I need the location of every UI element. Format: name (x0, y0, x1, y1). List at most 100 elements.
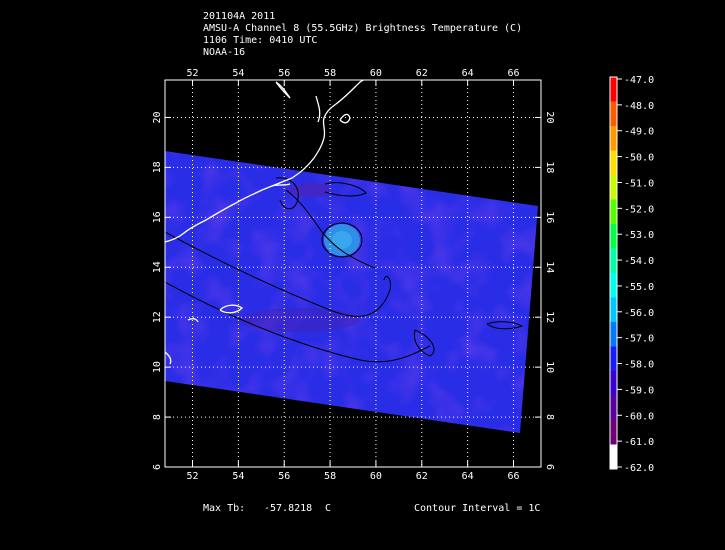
colorbar-label: -58.0 (624, 360, 654, 371)
colorbar-swatch (610, 444, 617, 470)
colorbar-label: -61.0 (624, 437, 654, 448)
axis-ticks (165, 80, 541, 468)
lon-tick-label: 52 (186, 68, 198, 79)
colorbar-swatch (610, 420, 617, 445)
longitude-labels-top: 52 54 56 58 60 62 64 66 (186, 68, 519, 79)
contour-line (165, 281, 431, 363)
map-plot: 52 54 56 58 60 62 64 66 52 54 56 58 60 62 64 66 681012… (152, 68, 555, 482)
title-line-2: AMSU-A Channel 8 (55.5GHz) Brightness Te… (203, 23, 523, 34)
colorbar-label: -55.0 (624, 282, 654, 293)
contour-lines (165, 177, 524, 363)
colorbar-swatch (610, 126, 617, 151)
colorbar-labels: -47.0 -48.0 -49.0 -50.0 -51.0 -52.0 -53.0 -54.0… (617, 75, 654, 474)
lat-tick-label: 20 (544, 111, 555, 123)
colorbar-swatch (610, 322, 617, 347)
map-frame (164, 79, 542, 468)
lon-tick-label: 60 (370, 68, 382, 79)
colorbar-label: -60.0 (624, 411, 654, 422)
colorbar-label: -51.0 (624, 178, 654, 189)
warm-spot-core (332, 231, 352, 249)
lat-tick-label: 14 (544, 261, 555, 273)
contour-line (165, 231, 391, 317)
lon-tick-label: 56 (278, 471, 290, 482)
latitude-labels-right: 6 8 10 12 14 16 18 20 (544, 111, 555, 470)
colorbar-label: -62.0 (624, 463, 654, 474)
colorbar-swatches (610, 77, 617, 470)
contour-line (486, 321, 524, 330)
coastline-gulf (315, 95, 321, 123)
lon-tick-label: 62 (416, 471, 428, 482)
colorbar-label: -54.0 (624, 256, 654, 267)
colorbar-label: -56.0 (624, 308, 654, 319)
latitude-labels-left: 6 8 10 12 14 16 18 20 (152, 111, 163, 470)
swath-texture (165, 151, 538, 433)
title-line-4: NOAA-16 (203, 47, 246, 58)
colorbar-swatch (610, 297, 617, 323)
colorbar-label: -50.0 (624, 153, 654, 164)
coastline-segment (271, 183, 291, 187)
lon-tick-label: 54 (232, 68, 244, 79)
colorbar-swatch (610, 346, 617, 372)
grid-lines (165, 80, 541, 467)
lat-tick-label: 8 (152, 414, 163, 420)
title-line-1: 201104A 2011 (203, 11, 276, 22)
lon-tick-label: 52 (186, 471, 198, 482)
lat-tick-label: 10 (152, 361, 163, 373)
lon-tick-label: 54 (232, 471, 244, 482)
colorbar-label: -59.0 (624, 385, 654, 396)
coastline (165, 80, 365, 365)
lat-tick-label: 12 (544, 311, 555, 323)
cool-band (240, 308, 360, 332)
contour-line (321, 222, 363, 258)
lon-tick-label: 56 (278, 68, 290, 79)
colorbar-label: -48.0 (624, 101, 654, 112)
lat-tick-label: 14 (152, 261, 163, 273)
island-outline (187, 318, 199, 323)
colorbar-label: -49.0 (624, 127, 654, 138)
colorbar-swatch (610, 101, 617, 127)
colorbar-swatch (610, 273, 617, 298)
lat-tick-label: 20 (152, 111, 163, 123)
colorbar-swatch (610, 199, 617, 225)
coastline-arabian-peninsula (165, 80, 365, 243)
longitude-labels-bottom: 52 54 56 58 60 62 64 66 (186, 471, 519, 482)
max-tb-label: Max Tb: (203, 503, 246, 514)
lat-tick-label: 6 (152, 464, 163, 470)
colorbar-swatch (610, 150, 617, 176)
cool-patch (288, 183, 332, 197)
lon-tick-label: 66 (507, 68, 519, 79)
colorbar-frame (609, 76, 618, 470)
max-tb-value: -57.8218 (264, 503, 313, 514)
lat-tick-label: 8 (544, 414, 555, 420)
lon-tick-label: 58 (324, 471, 336, 482)
colorbar-swatch (610, 77, 617, 102)
title-line-3: 1106 Time: 0410 UTC (203, 35, 318, 46)
lon-tick-label: 64 (462, 471, 474, 482)
lon-tick-label: 66 (507, 471, 519, 482)
socotra-island (219, 304, 244, 314)
lon-tick-label: 60 (370, 471, 382, 482)
max-tb-unit: C (325, 503, 332, 514)
lat-tick-label: 6 (544, 464, 555, 470)
coastline-horn (165, 351, 172, 365)
lon-tick-label: 64 (462, 68, 474, 79)
colorbar-label: -47.0 (624, 75, 654, 86)
lat-tick-label: 18 (544, 161, 555, 173)
lon-tick-label: 62 (416, 68, 428, 79)
colorbar-label: -57.0 (624, 334, 654, 345)
colorbar-swatch (610, 395, 617, 421)
colorbar-label: -52.0 (624, 204, 654, 215)
contour-line (275, 177, 299, 210)
contour-line (285, 189, 376, 269)
lat-tick-label: 16 (152, 211, 163, 223)
colorbar-swatch (610, 175, 617, 200)
contour-line (413, 329, 435, 357)
lat-tick-label: 16 (544, 211, 555, 223)
contour-interval: Contour Interval = 1C (414, 503, 541, 514)
contour-line (324, 182, 367, 197)
lat-tick-label: 10 (544, 361, 555, 373)
coastline-inlet (275, 81, 291, 99)
colorbar-label: -53.0 (624, 230, 654, 241)
lon-tick-label: 58 (324, 68, 336, 79)
